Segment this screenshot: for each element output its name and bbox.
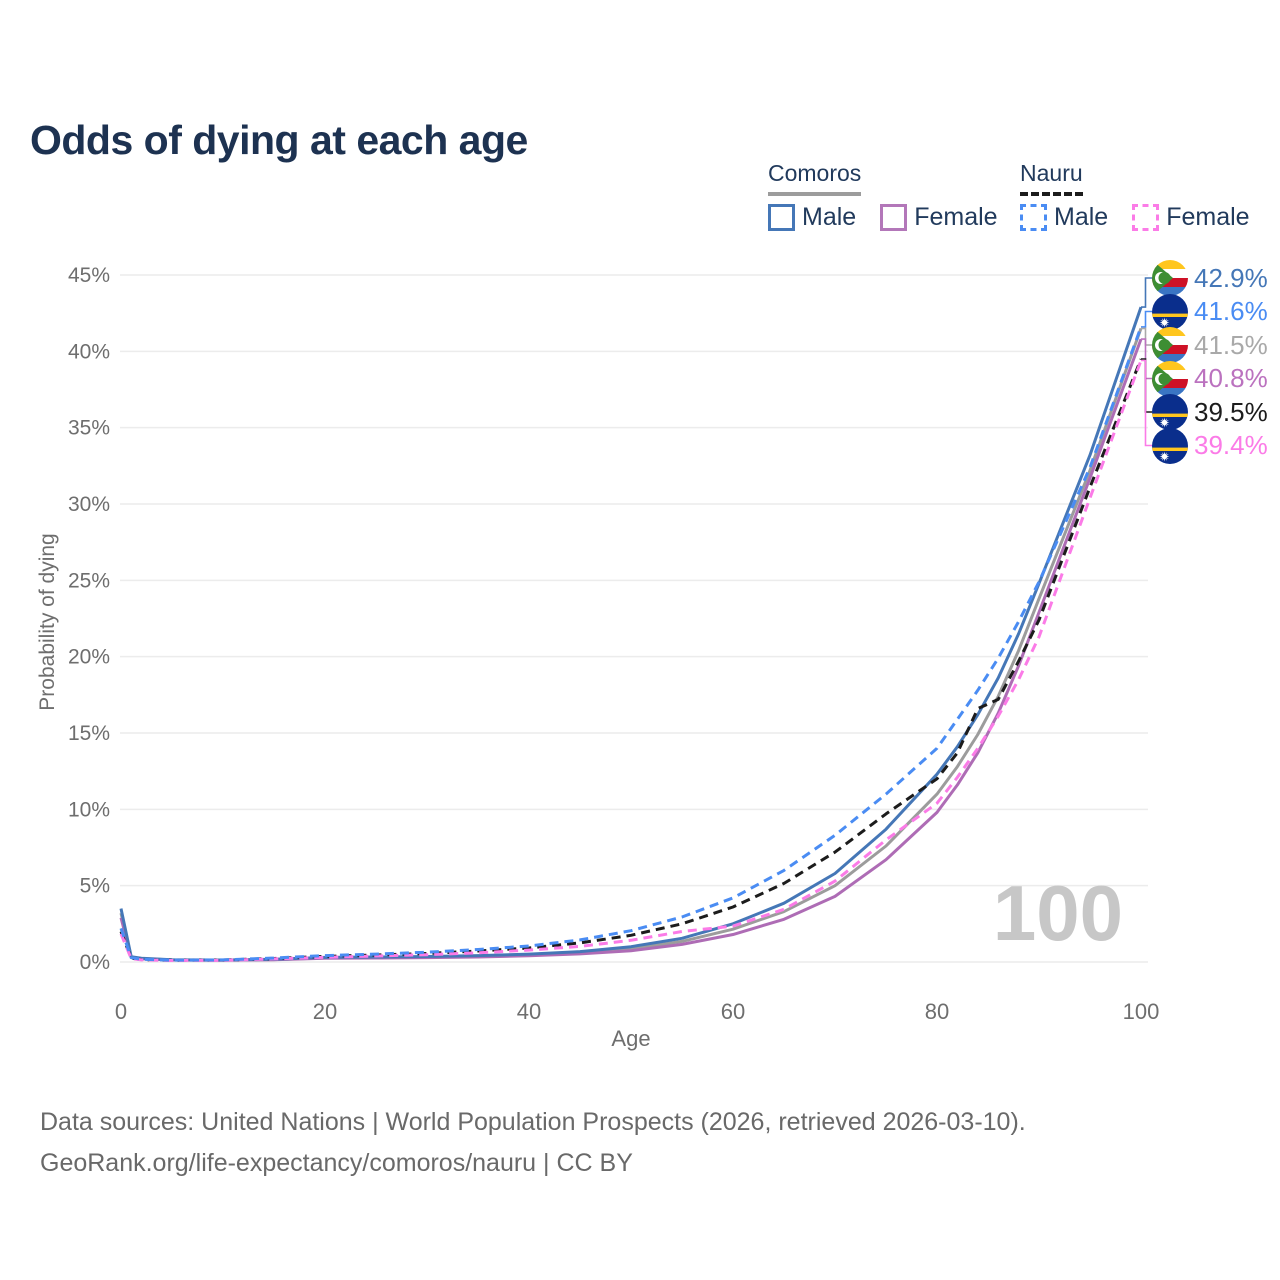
legend-swatch-nauru-female [1132,204,1160,231]
end-label-value: 39.5% [1194,396,1268,427]
x-tick-label: 60 [721,999,745,1024]
end-label-value: 41.6% [1194,296,1268,326]
x-tick-label: 20 [313,999,337,1024]
leader-line [1141,327,1152,346]
legend-item-nauru-female[interactable]: Female [1132,203,1250,232]
legend-item-label: Male [1054,203,1109,231]
legend-item-comoros-female[interactable]: Female [880,203,998,232]
end-label-row-comoros_female: 40.8% [1152,361,1268,397]
end-label-value: 39.4% [1194,430,1268,460]
x-tick-label: 80 [925,999,949,1024]
page-title: Odds of dying at each age [30,117,528,164]
flag-comoros-icon [1152,260,1188,296]
footer: Data sources: United Nations | World Pop… [40,1102,1026,1184]
footer-data-sources: Data sources: United Nations | World Pop… [40,1108,1026,1136]
y-tick-label: 0% [80,951,110,974]
legend-title-comoros: Comoros [768,160,862,196]
x-axis-title: Age [611,1026,651,1051]
y-tick-label: 35% [68,417,110,440]
flag-comoros-icon [1152,327,1188,363]
series-line-comoros_total[interactable] [119,327,1143,962]
legend-title-nauru: Nauru [1020,160,1083,196]
y-tick-label: 10% [68,798,110,821]
y-tick-label: 45% [68,264,110,287]
series-line-nauru_female[interactable] [119,359,1143,962]
x-tick-label: 100 [1123,999,1160,1024]
end-label-row-comoros_total: 41.5% [1152,327,1268,363]
end-label-value: 42.9% [1194,262,1268,293]
legend-item-comoros-male[interactable]: Male [768,203,856,232]
leader-line [1141,358,1152,413]
y-tick-label: 15% [68,722,110,745]
end-label-row-nauru_male: 41.6% [1152,294,1268,330]
flag-nauru-icon [1152,394,1188,430]
y-tick-label: 30% [68,493,110,516]
leader-line [1141,359,1152,447]
end-label-value: 40.8% [1194,363,1268,393]
footer-attribution: GeoRank.org/life-expectancy/comoros/naur… [40,1149,633,1177]
y-tick-label: 40% [68,340,110,363]
end-label-row-nauru_female: 39.4% [1152,428,1268,464]
series-line-comoros_male[interactable] [119,306,1143,962]
leader-line [1141,277,1152,308]
legend-group-nauru: Nauru Male Female [1020,160,1250,232]
x-tick-label: 0 [115,999,127,1024]
legend-swatch-comoros-female [880,204,908,231]
legend-item-label: Female [914,203,998,231]
legend-swatch-nauru-male [1020,204,1047,231]
end-label-value: 41.5% [1194,329,1268,360]
series-line-comoros_female[interactable] [119,338,1143,962]
legend-swatch-comoros-male [768,204,795,231]
y-tick-label: 25% [68,569,110,592]
legend-item-nauru-male[interactable]: Male [1020,203,1108,232]
flag-nauru-icon [1152,294,1188,330]
legend-item-label: Male [802,203,857,231]
flag-nauru-icon [1152,428,1188,464]
flag-comoros-icon [1152,361,1188,397]
end-label-row-comoros_male: 42.9% [1152,260,1268,296]
series-line-nauru_male[interactable] [119,326,1143,962]
y-tick-label: 20% [68,646,110,669]
x-tick-label: 40 [517,999,541,1024]
legend-item-label: Female [1166,203,1250,231]
series-line-nauru_total[interactable] [119,358,1143,962]
legend-group-comoros: Comoros Male Female [768,160,998,232]
y-tick-label: 5% [80,875,110,898]
end-label-row-nauru_total: 39.5% [1152,394,1268,430]
leader-line [1141,310,1152,328]
